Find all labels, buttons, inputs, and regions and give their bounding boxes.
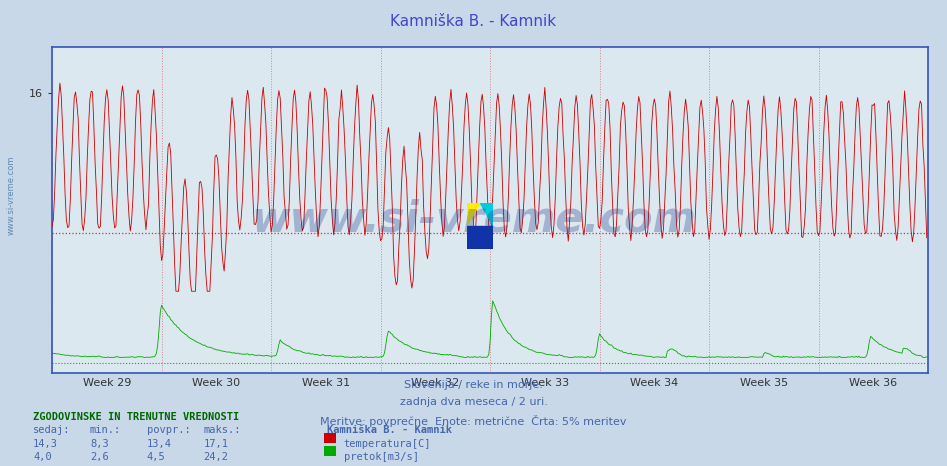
Text: pretok[m3/s]: pretok[m3/s]: [344, 452, 419, 462]
Text: 4,5: 4,5: [147, 452, 166, 462]
Polygon shape: [480, 203, 493, 226]
Text: 8,3: 8,3: [90, 439, 109, 449]
Text: zadnja dva meseca / 2 uri.: zadnja dva meseca / 2 uri.: [400, 397, 547, 407]
Text: min.:: min.:: [90, 425, 121, 435]
Text: povpr.:: povpr.:: [147, 425, 190, 435]
Text: Kamniška B. - Kamnik: Kamniška B. - Kamnik: [327, 425, 452, 435]
Text: 4,0: 4,0: [33, 452, 52, 462]
Text: maks.:: maks.:: [204, 425, 241, 435]
Text: 14,3: 14,3: [33, 439, 58, 449]
Text: 17,1: 17,1: [204, 439, 228, 449]
Text: ZGODOVINSKE IN TRENUTNE VREDNOSTI: ZGODOVINSKE IN TRENUTNE VREDNOSTI: [33, 412, 240, 422]
Text: Slovenija / reke in morje.: Slovenija / reke in morje.: [404, 380, 543, 390]
Text: 2,6: 2,6: [90, 452, 109, 462]
Text: 13,4: 13,4: [147, 439, 171, 449]
Text: 24,2: 24,2: [204, 452, 228, 462]
Polygon shape: [467, 203, 480, 226]
Polygon shape: [467, 226, 493, 249]
Text: Meritve: povprečne  Enote: metrične  Črta: 5% meritev: Meritve: povprečne Enote: metrične Črta:…: [320, 415, 627, 427]
Text: www.si-vreme.com: www.si-vreme.com: [251, 198, 696, 240]
Text: temperatura[C]: temperatura[C]: [344, 439, 431, 449]
Text: www.si-vreme.com: www.si-vreme.com: [7, 156, 16, 235]
Text: sedaj:: sedaj:: [33, 425, 71, 435]
Text: Kamniška B. - Kamnik: Kamniška B. - Kamnik: [390, 14, 557, 29]
